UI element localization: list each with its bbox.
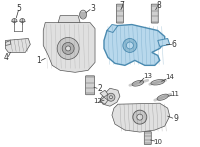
FancyBboxPatch shape — [86, 76, 95, 95]
Ellipse shape — [80, 10, 87, 19]
Text: 1: 1 — [36, 56, 41, 65]
Ellipse shape — [126, 42, 133, 49]
Polygon shape — [100, 90, 108, 97]
Text: 14: 14 — [165, 74, 174, 80]
Text: 7: 7 — [119, 1, 124, 10]
FancyBboxPatch shape — [116, 4, 123, 23]
Ellipse shape — [151, 80, 165, 85]
FancyBboxPatch shape — [144, 132, 151, 145]
Ellipse shape — [107, 93, 115, 101]
Text: 11: 11 — [170, 91, 179, 97]
Ellipse shape — [20, 19, 25, 22]
Ellipse shape — [57, 37, 79, 59]
FancyBboxPatch shape — [151, 4, 158, 23]
Polygon shape — [43, 22, 95, 72]
Polygon shape — [112, 103, 170, 132]
Polygon shape — [100, 97, 108, 104]
Ellipse shape — [12, 19, 17, 22]
Ellipse shape — [132, 80, 144, 86]
Text: 4: 4 — [4, 53, 9, 62]
Polygon shape — [5, 40, 10, 45]
Ellipse shape — [137, 114, 143, 120]
Polygon shape — [5, 39, 30, 52]
Polygon shape — [104, 25, 165, 65]
Polygon shape — [58, 16, 80, 22]
Text: 5: 5 — [16, 4, 21, 13]
Ellipse shape — [157, 94, 168, 100]
Text: 3: 3 — [91, 4, 95, 13]
Ellipse shape — [109, 96, 112, 99]
Text: 10: 10 — [153, 139, 162, 145]
Text: 13: 13 — [143, 73, 152, 79]
Ellipse shape — [62, 42, 74, 54]
Text: 2: 2 — [98, 84, 102, 93]
Ellipse shape — [133, 110, 147, 124]
Text: 6: 6 — [171, 40, 176, 49]
Text: 9: 9 — [173, 114, 178, 123]
Polygon shape — [100, 88, 120, 106]
Polygon shape — [158, 39, 170, 46]
Text: 12: 12 — [94, 98, 102, 104]
Polygon shape — [107, 25, 118, 32]
Ellipse shape — [66, 46, 71, 51]
Ellipse shape — [123, 39, 137, 52]
Text: 8: 8 — [156, 1, 161, 10]
